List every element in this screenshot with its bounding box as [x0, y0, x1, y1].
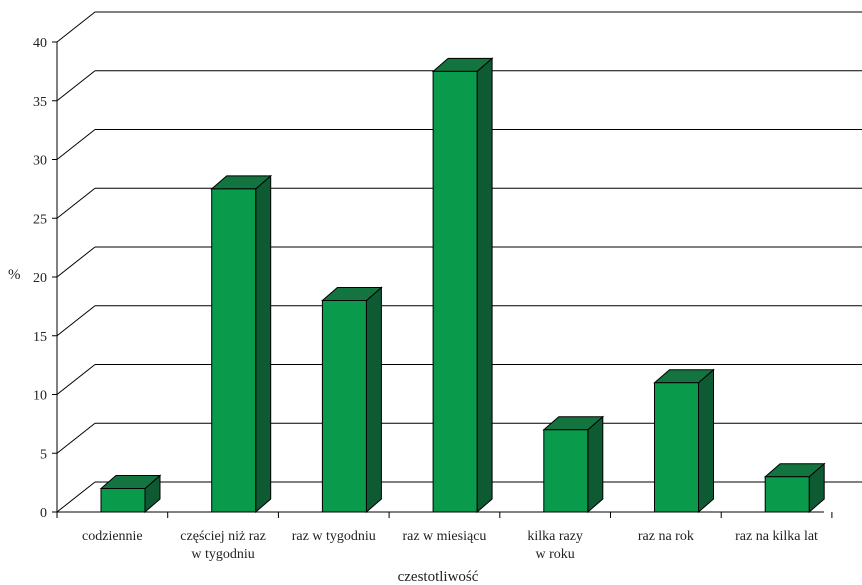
x-category-label-line: raz w tygodniu	[292, 529, 376, 544]
y-tick-label: 30	[33, 154, 47, 169]
y-tick-labels: 0 5 10 15 20 25 30 35 40	[33, 36, 47, 521]
x-category-label-line: częściej niż raz	[180, 529, 266, 544]
x-axis-label: czestotliwość	[398, 569, 479, 585]
grid-diagonal	[56, 422, 96, 454]
x-category-labels: codziennie częściej niż raz w tygodniu raz …	[82, 529, 818, 562]
y-tick-label: 0	[40, 506, 47, 521]
x-category-label: codziennie	[82, 529, 143, 544]
x-category-label-line: raz w miesiącu	[402, 529, 486, 544]
bar-front	[432, 70, 478, 513]
bar	[321, 286, 383, 514]
grid-diagonal	[56, 246, 96, 278]
bar	[210, 174, 273, 514]
x-category-label-line: raz na rok	[638, 529, 694, 544]
bar-front	[543, 429, 589, 513]
x-category-label: kilka razy w roku	[527, 529, 583, 562]
bar-front	[764, 476, 810, 513]
x-category-label: raz na kilka lat	[735, 529, 818, 544]
x-category-label-line: kilka razy	[527, 529, 583, 544]
x-category-label: częściej niż raz w tygodniu	[180, 529, 266, 562]
y-tick-label: 10	[33, 389, 47, 404]
bar	[763, 462, 826, 514]
y-tick-label: 35	[33, 95, 47, 110]
bar-front	[211, 188, 257, 513]
bar	[431, 57, 494, 514]
bar-side	[698, 368, 714, 514]
bar-front	[654, 382, 699, 513]
grid-diagonal	[56, 305, 96, 337]
y-tick-label: 5	[40, 447, 47, 462]
bar-front	[321, 300, 367, 513]
y-tick-label: 15	[33, 330, 47, 345]
y-tick-label: 20	[33, 271, 47, 286]
bar-side	[365, 286, 382, 514]
bar-side	[587, 415, 604, 514]
bar	[653, 368, 715, 514]
y-tick-label: 25	[33, 212, 47, 227]
grid-diagonal	[56, 187, 96, 219]
bar-side	[255, 174, 272, 514]
bar	[542, 415, 605, 514]
grid-diagonal	[56, 70, 96, 102]
x-category-label: raz na rok	[638, 529, 694, 544]
grid-diagonal	[56, 129, 96, 160]
bar	[99, 474, 162, 514]
grid-diagonal	[56, 364, 96, 395]
y-tick-label: 40	[33, 36, 47, 51]
x-category-label-line: w roku	[536, 547, 575, 562]
grid-diagonal	[56, 481, 96, 513]
bar-front	[100, 488, 146, 513]
x-category-label: raz w tygodniu	[292, 529, 376, 544]
x-category-label-line: w tygodniu	[191, 547, 254, 562]
y-axis-label: %	[8, 267, 21, 283]
x-category-label-line: codziennie	[82, 529, 143, 544]
bars	[99, 57, 826, 514]
x-category-label-line: raz na kilka lat	[735, 529, 818, 544]
bar-side	[476, 57, 493, 514]
x-category-label: raz w miesiącu	[402, 529, 486, 544]
grid-diagonal	[56, 11, 96, 43]
